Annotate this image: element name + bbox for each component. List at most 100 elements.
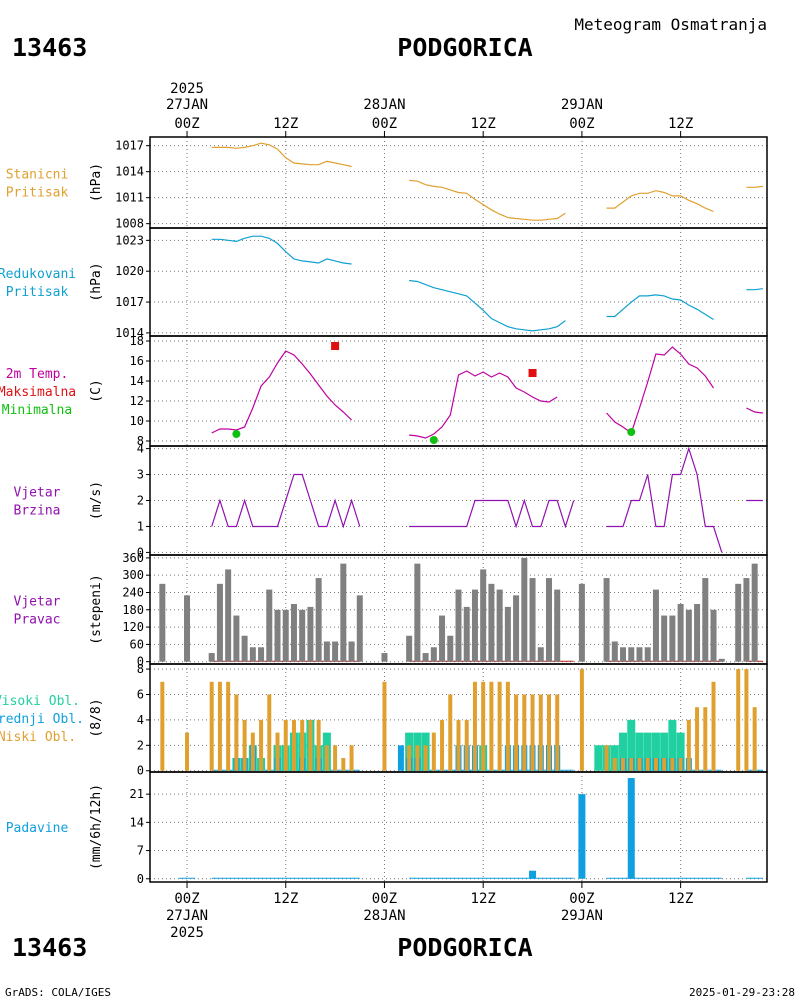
cloud-bar-low [291,719,296,771]
cloud-bar-low [160,681,165,771]
cloud-bar-low [736,669,741,771]
cloud-bar-high [627,719,636,771]
cloud-bar-low [703,707,708,771]
bar [513,595,520,662]
cloud-bar-high [610,745,619,771]
y-tick-label: 1017 [115,295,144,309]
panel-label: Minimalna [2,403,72,418]
x-date-label: 27JAN [166,97,208,113]
y-tick-label: 1014 [115,165,144,179]
x-date-label: 27JAN [166,908,208,924]
panel-label: Redukovani [0,267,76,282]
cloud-bar-low [530,694,535,771]
cloud-bar-low [489,681,494,771]
panel-clouds: 0 2 4 6 8 (8/8) Visoki Obl. Srednji Obl. Niski O… [0,662,768,778]
cloud-bar-high [676,732,685,771]
y-tick-label: 0 [137,545,144,559]
y-tick-label: 180 [122,603,144,617]
cloud-bar-low [752,707,757,771]
cloud-bar-low [637,758,642,771]
bar [620,647,627,662]
cloud-bar-low [185,732,190,771]
cloud-bar-low [259,719,264,771]
cloud-bar-low [283,719,288,771]
bar [578,794,586,879]
bar [439,615,446,662]
bar [627,778,635,879]
cloud-bar-low [217,681,222,771]
series-line [746,288,763,291]
cloud-bar-low [456,719,461,771]
x-tick-label: 00Z [174,116,199,132]
cloud-bar-low [514,694,519,771]
cloud-bar-low [621,758,626,771]
series-line [409,179,566,221]
cloud-bar-low [300,719,305,771]
bar [463,606,470,662]
panel-label: Stanicni [6,168,69,183]
bar [315,578,322,662]
panel-label: Srednji Obl. [0,712,84,727]
footer-station-id: 13463 [12,933,87,962]
tmin-marker [232,430,241,438]
y-tick-label: 240 [122,585,144,599]
cloud-bar-low [662,758,667,771]
series-line [211,473,361,529]
bar [677,604,684,662]
series-line [746,185,763,188]
y-tick-label: 1014 [115,326,144,340]
y-tick-label: 60 [130,637,144,651]
meteogram-panels: 1008101110141017(hPa)StanicniPritisak101… [0,136,768,886]
cloud-bar-low [645,758,650,771]
series-line [211,142,352,168]
x-date-label: 29JAN [561,908,603,924]
cloud-bar-low [242,719,247,771]
bar [225,569,232,662]
x-tick-label: 00Z [372,116,397,132]
bar [504,606,511,662]
bar [521,557,528,662]
bar [488,583,495,662]
bar [216,583,223,662]
y-axis-title: (mm/6h/12h) [89,784,104,870]
x-year-label: 2025 [170,81,204,97]
y-tick-label: 18 [130,334,144,348]
y-axis-title: (C) [89,379,104,402]
x-tick-label: 00Z [372,891,397,907]
footer-credit: GrADS: COLA/IGES [5,986,111,999]
y-tick-label: 1011 [115,191,144,205]
bar [480,569,487,662]
x-tick-label: 00Z [569,116,594,132]
bar [529,578,536,662]
cloud-bar-low [711,681,716,771]
bar [356,595,363,662]
y-tick-label: 1008 [115,217,144,231]
cloud-bar-low [686,719,691,771]
panel-frame [149,136,768,229]
panel-wind-direction: 0 60 120 180 240 300 360 (stepeni) Vjetar Pravac [14,551,768,669]
bar [282,609,289,662]
y-tick-label: 1017 [115,139,144,153]
y-tick-label: 1023 [115,233,144,247]
cloud-bar-high [643,732,652,771]
panel-label: Niski Obl. [0,730,76,745]
panel-label: Vjetar [14,595,61,610]
bar [455,589,462,662]
y-axis-title: (hPa) [89,163,104,202]
tmin-marker [627,428,636,436]
tmax-marker [331,342,340,350]
y-tick-label: 360 [122,551,144,565]
footer-timestamp: 2025-01-29-23:28 [689,986,795,999]
y-tick-label: 120 [122,620,144,634]
cloud-bar-low [440,719,445,771]
cloud-bar-low [382,681,387,771]
x-date-label: 29JAN [561,97,603,113]
y-tick-label: 8 [137,434,144,448]
cloud-bar-low [407,745,412,771]
panel-label: Pravac [14,613,61,628]
panel-frame [149,771,768,883]
bar [545,578,552,662]
bar [299,609,306,662]
y-tick-label: 4 [137,442,144,456]
cloud-bar-low [497,681,502,771]
